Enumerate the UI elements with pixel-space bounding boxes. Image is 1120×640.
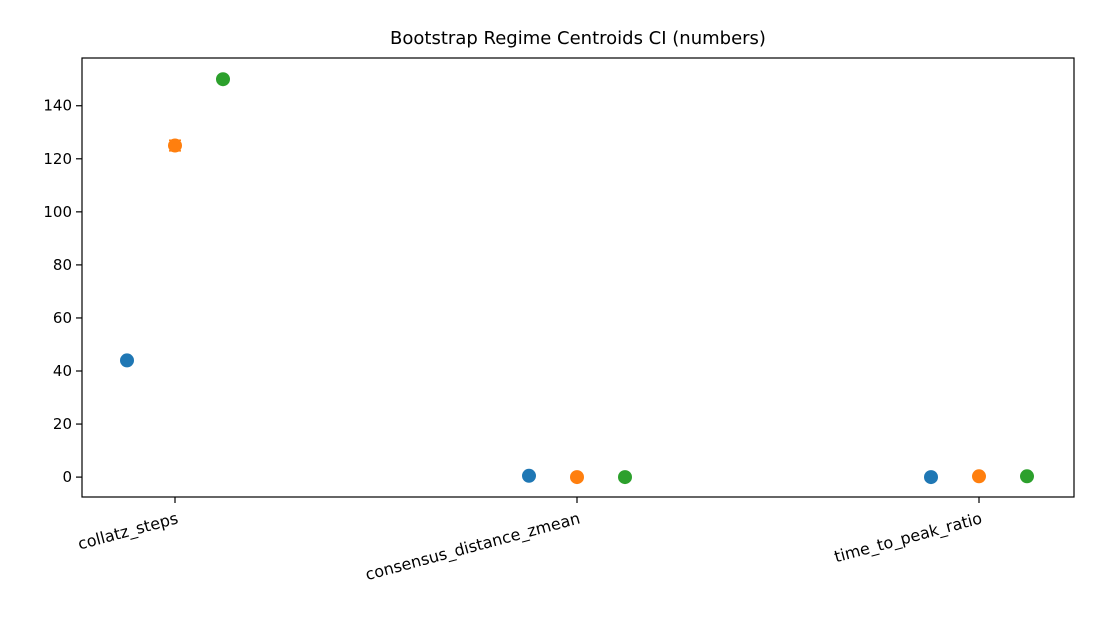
y-tick-label: 40 bbox=[53, 362, 72, 380]
data-point bbox=[522, 468, 536, 483]
data-point bbox=[216, 72, 230, 87]
y-tick-label: 120 bbox=[43, 150, 72, 168]
data-point bbox=[120, 353, 134, 368]
data-point bbox=[618, 470, 632, 485]
plot-marks bbox=[120, 72, 1034, 485]
y-axis: 0 20 40 60 80 100 120 140 bbox=[43, 97, 82, 486]
data-point bbox=[972, 469, 986, 484]
plot-frame bbox=[81, 57, 1075, 498]
data-point bbox=[924, 470, 938, 485]
y-tick-label: 0 bbox=[62, 468, 72, 486]
y-tick-label: 20 bbox=[53, 415, 72, 433]
data-point bbox=[570, 470, 584, 485]
y-tick-label: 60 bbox=[53, 309, 72, 327]
chart-title: Bootstrap Regime Centroids CI (numbers) bbox=[390, 28, 766, 49]
y-tick-label: 140 bbox=[43, 97, 72, 115]
data-point bbox=[1020, 469, 1034, 484]
y-tick-label: 80 bbox=[53, 256, 72, 274]
data-point bbox=[168, 138, 182, 153]
y-tick-label: 100 bbox=[43, 203, 72, 221]
